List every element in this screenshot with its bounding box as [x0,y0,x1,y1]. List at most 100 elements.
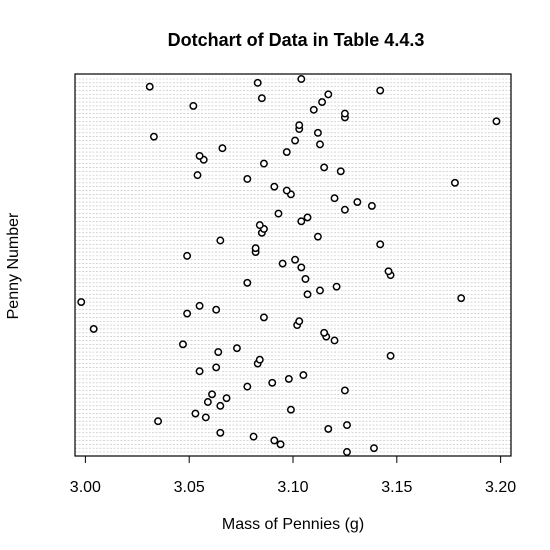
data-point [450,178,459,187]
data-point [183,309,192,318]
data-point [332,282,341,291]
data-point [386,351,395,360]
data-point [89,324,98,333]
data-point [212,305,221,314]
data-point [189,101,198,110]
data-point [268,378,277,387]
data-point [276,440,285,449]
data-point [313,232,322,241]
data-point [216,428,225,437]
data-point [195,151,204,160]
data-point [201,413,210,422]
y-axis-label: Penny Number [5,212,22,319]
data-point [77,298,86,306]
data-point [218,144,227,153]
data-point [340,386,349,395]
data-point [286,405,295,414]
data-point [154,417,162,426]
data-point [232,344,241,353]
data-point [376,240,385,249]
data-point [313,128,322,137]
data-point [249,432,258,441]
data-point [303,290,312,299]
data-point [295,317,304,326]
data-point [320,328,329,337]
data-point [340,109,349,118]
data-point [318,98,327,107]
data-point [336,167,345,176]
data-point [291,136,300,145]
data-point [340,205,349,214]
data-point [259,313,268,322]
data-point [193,171,202,180]
data-point [492,117,501,126]
x-axis-ticks: 3.00 3.05 3.10 3.15 3.20 [70,456,516,496]
data-point [297,217,306,226]
data-point [270,436,279,445]
data-point [303,213,312,222]
data-point [191,409,200,418]
data-point [195,301,204,310]
data-point [274,209,283,218]
data-point [282,148,291,157]
data-point [330,194,339,203]
chart-title: Dotchart of Data in Table 4.4.3 [168,30,425,50]
x-axis-label: Mass of Pennies (g) [222,516,364,533]
data-point [291,255,300,264]
data-point [195,367,204,376]
data-point [183,251,192,260]
data-point [216,401,225,410]
data-point [301,275,310,283]
data-point [295,121,304,130]
data-point [203,398,212,406]
x-tick-label: 3.00 [70,479,101,496]
data-point [282,186,291,195]
data-point [149,132,158,141]
data-point [343,421,351,430]
data-point [255,355,264,364]
plot-frame [74,73,512,457]
data-point [255,221,264,230]
data-point [214,348,223,356]
data-point [367,201,376,210]
x-tick-label: 3.15 [381,479,412,496]
data-point [208,390,216,399]
data-point [145,82,154,91]
data-point [376,86,385,95]
data-point [257,94,266,103]
x-tick-label: 3.05 [174,479,205,496]
data-points [77,75,501,456]
data-point [212,363,221,372]
x-tick-label: 3.20 [485,479,516,496]
data-point [284,374,293,383]
data-point [457,294,466,303]
data-point [243,278,252,287]
data-point [324,424,333,433]
data-point [316,286,324,295]
data-point [278,259,287,268]
data-point [222,394,231,403]
data-point [297,75,306,83]
grid-lines [75,78,511,453]
data-point [297,263,306,272]
data-point [353,198,362,207]
data-point [309,105,318,114]
data-point [330,336,339,345]
data-point [343,448,351,456]
data-point [370,444,378,453]
data-point [259,159,268,168]
data-point [243,175,252,183]
data-point [216,236,225,245]
data-point [251,244,260,253]
data-point [384,267,393,276]
data-point [270,182,279,191]
data-point [324,90,333,99]
x-tick-label: 3.10 [277,479,308,496]
data-point [243,382,252,391]
data-point [316,140,324,149]
data-point [253,78,262,87]
data-point [179,340,187,349]
data-point [299,371,308,380]
data-point [320,163,329,172]
